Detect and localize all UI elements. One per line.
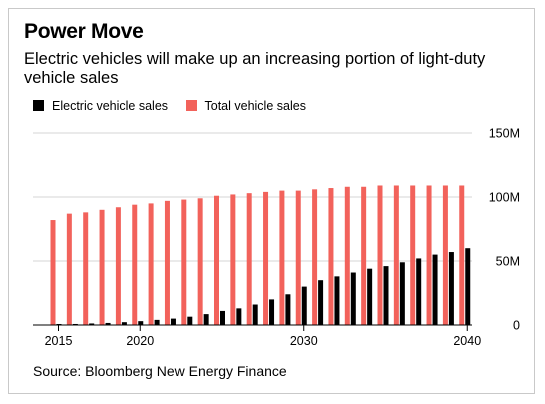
total-sales-bar [132, 204, 138, 325]
total-sales-bar [181, 199, 187, 325]
ev-sales-bar [318, 280, 324, 325]
total-sales-bar [459, 185, 465, 325]
ev-sales-bar [269, 299, 275, 325]
total-sales-bar [246, 193, 252, 325]
x-tick-label: 2020 [126, 334, 154, 348]
total-sales-bar [83, 212, 89, 325]
total-sales-bar [115, 207, 121, 325]
total-sales-bar [344, 186, 350, 325]
y-tick-label: 0 [513, 319, 520, 333]
ev-sales-bar [154, 319, 160, 325]
ev-sales-bar [252, 304, 258, 325]
legend-swatch-electric [33, 99, 44, 111]
ev-sales-bar [350, 272, 356, 325]
ev-sales-bar [105, 322, 111, 325]
ev-sales-bar [367, 268, 373, 325]
total-sales-bar [295, 190, 301, 325]
y-tick-label: 100M [489, 191, 520, 205]
ev-sales-bar [285, 294, 291, 325]
ev-sales-bar [220, 310, 225, 325]
legend: Electric vehicle sales Total vehicle sal… [33, 98, 320, 113]
ev-sales-bar [301, 286, 307, 325]
chart-title: Power Move [24, 20, 144, 43]
ev-sales-bar [334, 276, 340, 325]
total-sales-bar [164, 200, 170, 325]
legend-item-total: Total vehicle sales [185, 98, 306, 113]
total-sales-bar [426, 185, 432, 325]
total-sales-bar [393, 185, 399, 325]
x-tick-label: 2030 [290, 334, 318, 348]
total-sales-bar [214, 195, 219, 325]
ev-sales-bar [170, 318, 176, 325]
legend-swatch-total [185, 99, 197, 111]
ev-sales-bar [138, 321, 144, 325]
ev-sales-bar [432, 254, 438, 325]
total-sales-bar [148, 203, 154, 325]
ev-sales-bar [399, 262, 405, 325]
x-tick-label: 2015 [45, 334, 73, 348]
total-sales-bar [50, 220, 56, 325]
ev-sales-bar [72, 323, 78, 325]
total-sales-bar [312, 189, 318, 325]
total-sales-bar [328, 188, 334, 325]
ev-sales-bar [89, 323, 95, 325]
chart-subtitle: Electric vehicles will make up an increa… [24, 50, 486, 87]
total-sales-bar [99, 209, 105, 325]
total-sales-bar [377, 185, 383, 325]
y-tick-label: 150M [489, 127, 520, 141]
total-sales-bar [66, 213, 72, 325]
ev-sales-bar [465, 248, 471, 325]
ev-sales-bar [383, 266, 389, 325]
total-sales-bar [279, 190, 285, 325]
total-sales-bar [361, 186, 367, 325]
legend-label-total: Total vehicle sales [204, 98, 306, 113]
total-sales-bar [442, 185, 448, 325]
total-sales-bar [263, 191, 269, 325]
ev-sales-bar [187, 316, 193, 325]
source-note: Source: Bloomberg New Energy Finance [33, 363, 287, 379]
ev-sales-bar [448, 252, 454, 325]
x-tick-label: 2040 [453, 334, 481, 348]
legend-label-electric: Electric vehicle sales [52, 98, 169, 113]
ev-sales-bar [236, 308, 242, 325]
legend-item-electric: Electric vehicle sales [33, 99, 168, 113]
total-sales-bar [230, 194, 236, 325]
ev-sales-bar [121, 322, 127, 325]
total-sales-bar [410, 185, 416, 325]
ev-sales-bar [416, 258, 422, 325]
total-sales-bar [197, 198, 203, 325]
ev-sales-bar [203, 314, 209, 325]
y-tick-label: 50M [496, 255, 520, 269]
